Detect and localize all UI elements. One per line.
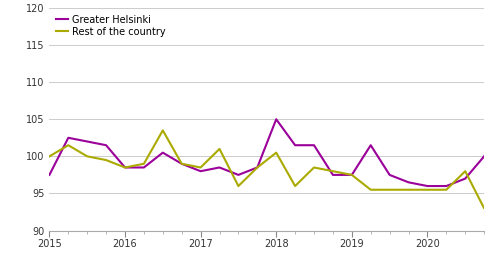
Rest of the country bbox=[481, 207, 487, 210]
Rest of the country bbox=[103, 158, 109, 162]
Line: Rest of the country: Rest of the country bbox=[49, 130, 494, 208]
Greater Helsinki bbox=[462, 177, 468, 180]
Greater Helsinki bbox=[216, 166, 222, 169]
Greater Helsinki bbox=[443, 184, 449, 188]
Greater Helsinki bbox=[65, 136, 71, 139]
Rest of the country bbox=[198, 166, 204, 169]
Rest of the country bbox=[236, 184, 242, 188]
Rest of the country bbox=[368, 188, 373, 191]
Greater Helsinki bbox=[387, 173, 393, 176]
Rest of the country bbox=[462, 170, 468, 173]
Rest of the country bbox=[443, 188, 449, 191]
Greater Helsinki bbox=[84, 140, 90, 143]
Rest of the country bbox=[349, 173, 355, 176]
Rest of the country bbox=[254, 166, 260, 169]
Rest of the country bbox=[273, 151, 279, 154]
Rest of the country bbox=[122, 166, 128, 169]
Rest of the country bbox=[141, 162, 147, 165]
Greater Helsinki bbox=[141, 166, 147, 169]
Greater Helsinki bbox=[46, 173, 52, 176]
Greater Helsinki bbox=[160, 151, 166, 154]
Rest of the country bbox=[387, 188, 393, 191]
Greater Helsinki bbox=[122, 166, 128, 169]
Legend: Greater Helsinki, Rest of the country: Greater Helsinki, Rest of the country bbox=[54, 13, 167, 39]
Rest of the country bbox=[179, 162, 185, 165]
Greater Helsinki bbox=[349, 173, 355, 176]
Greater Helsinki bbox=[424, 184, 430, 188]
Greater Helsinki bbox=[406, 181, 412, 184]
Rest of the country bbox=[84, 155, 90, 158]
Greater Helsinki bbox=[311, 144, 317, 147]
Greater Helsinki bbox=[368, 144, 373, 147]
Rest of the country bbox=[160, 129, 166, 132]
Rest of the country bbox=[406, 188, 412, 191]
Greater Helsinki bbox=[179, 162, 185, 165]
Rest of the country bbox=[292, 184, 298, 188]
Line: Greater Helsinki: Greater Helsinki bbox=[49, 71, 494, 186]
Greater Helsinki bbox=[481, 155, 487, 158]
Greater Helsinki bbox=[236, 173, 242, 176]
Rest of the country bbox=[330, 170, 336, 173]
Rest of the country bbox=[216, 147, 222, 151]
Rest of the country bbox=[65, 144, 71, 147]
Greater Helsinki bbox=[292, 144, 298, 147]
Greater Helsinki bbox=[254, 166, 260, 169]
Greater Helsinki bbox=[273, 118, 279, 121]
Greater Helsinki bbox=[198, 170, 204, 173]
Greater Helsinki bbox=[330, 173, 336, 176]
Rest of the country bbox=[46, 155, 52, 158]
Rest of the country bbox=[311, 166, 317, 169]
Greater Helsinki bbox=[103, 144, 109, 147]
Rest of the country bbox=[424, 188, 430, 191]
